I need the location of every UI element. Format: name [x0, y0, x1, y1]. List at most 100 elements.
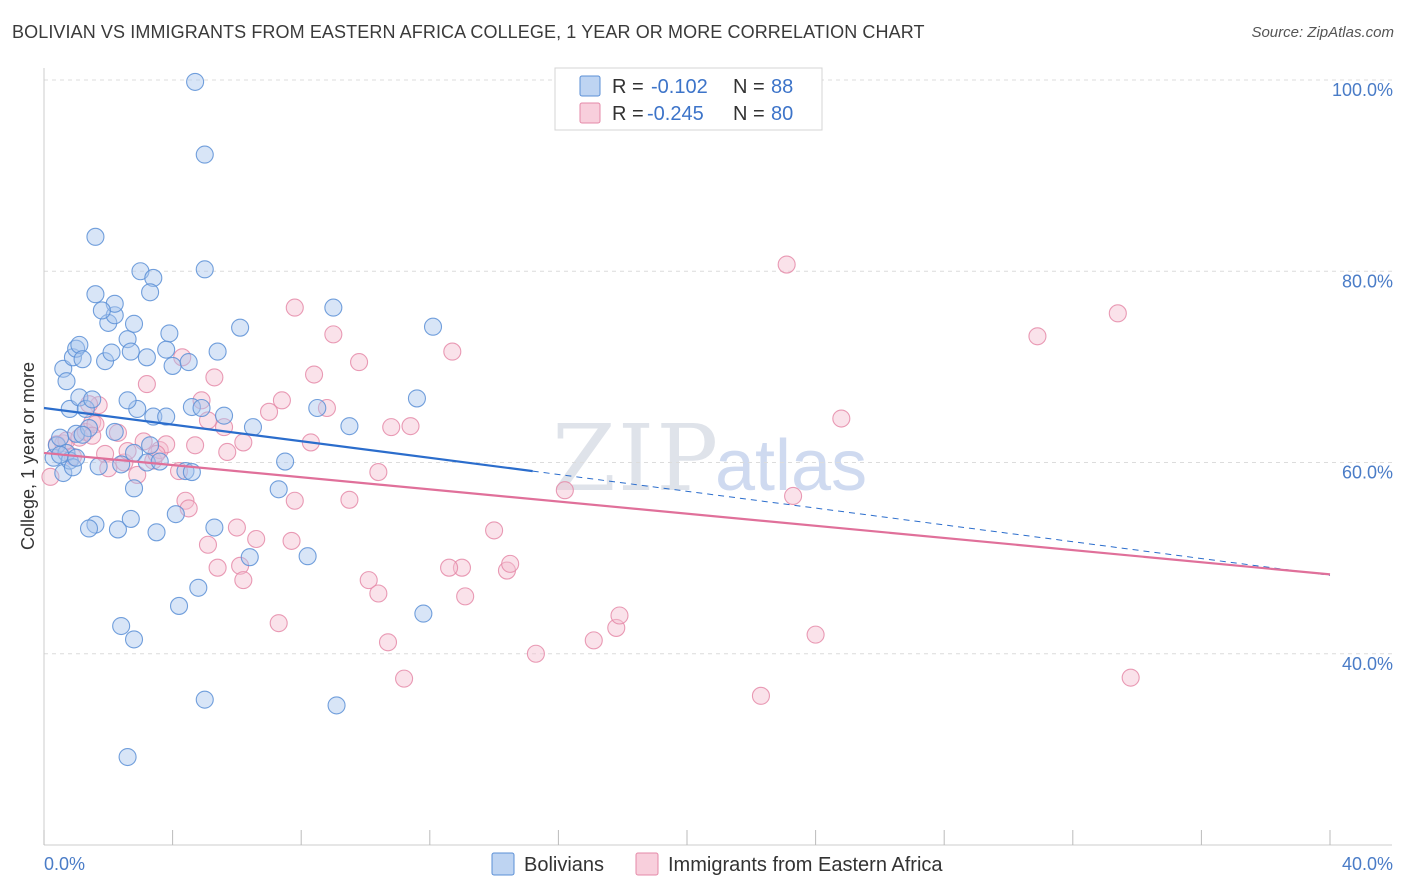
point-eastern-africa — [485, 521, 504, 540]
point-bolivian — [79, 419, 99, 438]
point-eastern-africa — [401, 417, 420, 436]
trend-line-bolivians-extension — [532, 470, 1331, 576]
point-eastern-africa — [54, 434, 73, 453]
y-axis-title: College, 1 year or more — [18, 362, 38, 550]
point-bolivian — [179, 353, 198, 372]
point-eastern-africa — [369, 584, 388, 603]
point-bolivian — [327, 696, 346, 715]
point-bolivian — [73, 425, 92, 444]
point-bolivian — [141, 436, 160, 455]
legend-n-label-2: N = — [733, 103, 765, 125]
point-bolivian — [124, 314, 144, 333]
point-eastern-africa — [198, 535, 218, 554]
point-bolivian — [169, 596, 189, 615]
point-bolivian — [70, 335, 89, 354]
y-tick-label: 100.0% — [1332, 80, 1393, 100]
legend-r-label-1: R = — [612, 76, 644, 98]
point-eastern-africa — [784, 486, 803, 506]
point-eastern-africa — [395, 669, 414, 688]
y-tick-label: 60.0% — [1342, 463, 1393, 483]
point-bolivian — [86, 227, 105, 246]
point-bolivian — [144, 268, 163, 287]
point-bolivian — [102, 343, 121, 362]
source-credit: Source: ZipAtlas.com — [1251, 24, 1394, 41]
point-bolivian — [407, 389, 426, 408]
watermark-atlas: atlas — [715, 426, 867, 506]
legend-n-label-1: N = — [733, 76, 765, 98]
legend-r-label-2: R = — [612, 103, 644, 125]
x-tick-labels: 0.0% 40.0% — [44, 854, 1393, 874]
trend-lines — [43, 406, 1331, 576]
chart-title: BOLIVIAN VS IMMIGRANTS FROM EASTERN AFRI… — [12, 22, 925, 42]
point-bolivian — [86, 285, 105, 304]
point-bolivian — [160, 324, 179, 343]
point-eastern-africa — [317, 398, 336, 418]
point-eastern-africa — [1028, 327, 1047, 346]
legend-label-bolivians: Bolivians — [524, 854, 604, 876]
point-bolivian — [214, 406, 234, 425]
point-eastern-africa — [350, 353, 369, 372]
point-bolivian — [195, 260, 214, 279]
legend-label-eastern-africa: Immigrants from Eastern Africa — [668, 854, 943, 876]
point-bolivian — [231, 318, 250, 337]
point-eastern-africa — [456, 587, 475, 606]
legend-swatch-bolivians-bottom — [491, 852, 515, 876]
point-eastern-africa — [157, 435, 176, 454]
point-eastern-africa — [208, 558, 227, 577]
point-bolivian — [163, 356, 182, 375]
point-eastern-africa — [269, 614, 288, 633]
point-eastern-africa — [1108, 304, 1127, 323]
point-eastern-africa — [555, 481, 574, 500]
axes — [43, 68, 1392, 846]
point-bolivian — [414, 604, 433, 623]
point-bolivian — [269, 480, 288, 499]
point-bolivian — [83, 390, 102, 409]
point-eastern-africa — [369, 463, 388, 482]
point-bolivian — [105, 422, 124, 441]
point-bolivian — [192, 398, 211, 418]
y-tick-labels: 40.0% 60.0% 80.0% 100.0% — [1332, 80, 1393, 674]
point-eastern-africa — [186, 436, 205, 455]
point-bolivian — [182, 397, 201, 417]
point-eastern-africa — [526, 644, 545, 663]
point-eastern-africa — [382, 418, 401, 437]
point-bolivian — [195, 145, 214, 164]
legend-series: Bolivians Immigrants from Eastern Africa — [491, 852, 943, 876]
point-eastern-africa — [247, 529, 266, 549]
point-bolivian — [157, 407, 176, 426]
legend-stats: R = -0.102 N = 88 R = -0.245 N = 80 — [554, 67, 823, 131]
point-bolivian — [108, 520, 127, 539]
point-bolivian — [118, 747, 137, 767]
point-eastern-africa — [137, 375, 156, 394]
point-bolivian — [308, 398, 327, 418]
point-eastern-africa — [340, 490, 359, 509]
point-eastern-africa — [285, 491, 304, 510]
point-bolivian — [141, 283, 160, 302]
point-eastern-africa — [305, 365, 324, 384]
point-bolivian — [195, 690, 214, 709]
trend-line-eastern-africa — [43, 451, 1331, 576]
point-eastern-africa — [282, 531, 301, 550]
x-tick-label: 0.0% — [44, 854, 85, 874]
point-eastern-africa — [192, 391, 211, 410]
point-bolivian — [79, 519, 99, 538]
point-bolivian — [112, 616, 131, 636]
point-bolivian — [73, 350, 92, 369]
x-tick-label: 40.0% — [1342, 854, 1393, 874]
point-eastern-africa — [259, 402, 279, 421]
point-bolivian — [92, 301, 111, 320]
y-tick-label: 40.0% — [1342, 654, 1393, 674]
point-eastern-africa — [79, 395, 99, 414]
trend-line-bolivians — [43, 406, 533, 473]
point-eastern-africa — [832, 409, 851, 428]
point-bolivian — [51, 428, 70, 447]
point-bolivian — [89, 457, 108, 476]
legend-n-value-1: 88 — [771, 76, 793, 98]
point-bolivian — [147, 523, 166, 542]
point-eastern-africa — [234, 433, 253, 452]
point-bolivian — [298, 547, 317, 566]
point-eastern-africa — [272, 391, 291, 410]
point-bolivian — [276, 452, 295, 471]
legend-r-value-2: -0.245 — [647, 103, 704, 125]
